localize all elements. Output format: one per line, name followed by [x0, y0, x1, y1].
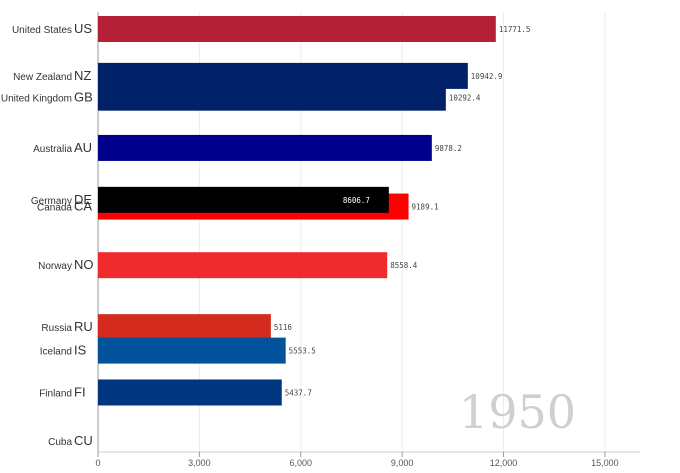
country-name-nz: New Zealand [13, 72, 72, 83]
bar-no [98, 252, 388, 279]
x-tick-label: 6,000 [290, 458, 313, 468]
country-name-cu: Cuba [48, 437, 72, 448]
country-code-fi: FI [74, 384, 86, 399]
bar-is [98, 337, 286, 364]
bar-au [98, 134, 432, 161]
country-code-is: IS [74, 343, 87, 358]
value-label-fi: 5437.7 [285, 388, 312, 397]
bar-gb [98, 84, 446, 111]
value-label-ca: 9189.1 [412, 203, 439, 212]
bar-de [98, 186, 389, 213]
value-label-ru: 5116 [274, 323, 293, 332]
country-code-no: NO [74, 257, 94, 272]
value-label-gb: 10292.4 [449, 94, 481, 103]
year-watermark: 1950 [459, 385, 576, 439]
country-name-ru: Russia [41, 323, 72, 334]
country-code-de: DE [74, 192, 92, 207]
country-name-fi: Finland [39, 388, 72, 399]
x-axis-ticks: 0 3,000 6,000 9,000 12,000 15,000 [95, 452, 619, 468]
x-tick-label: 9,000 [391, 458, 414, 468]
country-name-no: Norway [38, 261, 72, 272]
bar-fi [98, 379, 282, 406]
x-tick-label: 3,000 [188, 458, 211, 468]
x-tick-label: 15,000 [591, 458, 619, 468]
country-name-au: Australia [33, 144, 72, 155]
bar-us [98, 16, 496, 42]
country-name-gb: United Kingdom [1, 94, 72, 105]
country-name-us: United States [12, 25, 72, 36]
country-name-ca: Canada [37, 203, 72, 214]
country-code-us: US [74, 21, 92, 36]
bar-nz [98, 62, 468, 89]
country-code-au: AU [74, 140, 92, 155]
country-code-nz: NZ [74, 68, 91, 83]
x-tick-label: 12,000 [490, 458, 518, 468]
value-label-us: 11771.5 [499, 25, 531, 34]
value-label-is: 5553.5 [289, 347, 316, 356]
country-name-de: Germany [31, 196, 72, 207]
x-tick-label: 0 [95, 458, 100, 468]
country-code-ru: RU [74, 319, 93, 334]
country-name-is: Iceland [40, 347, 72, 358]
country-code-cu: CU [74, 433, 93, 448]
bar-ru [98, 314, 271, 341]
country-code-ca: CA [74, 199, 92, 214]
value-label-nz: 10942.9 [471, 72, 503, 81]
value-label-au: 9878.2 [435, 144, 462, 153]
bars: 11771.5 10942.9 10292.4 9878.2 9189.1 8606.7 8… [98, 16, 531, 406]
value-label-de: 8606.7 [343, 196, 370, 205]
country-code-gb: GB [74, 90, 93, 105]
value-label-no: 8558.4 [390, 261, 418, 270]
